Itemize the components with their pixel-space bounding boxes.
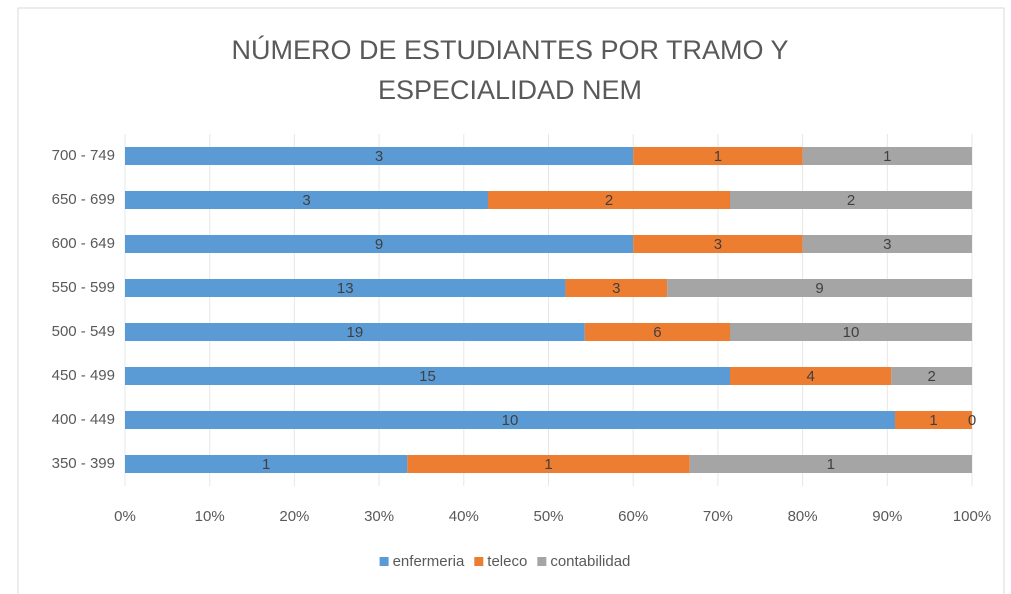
x-tick-label: 70% <box>703 508 733 525</box>
x-tick-label: 50% <box>533 508 563 525</box>
data-label: 3 <box>302 192 310 209</box>
data-label: 0 <box>968 412 976 429</box>
data-label: 9 <box>815 280 823 297</box>
x-tick-label: 90% <box>872 508 902 525</box>
bar-segment <box>730 191 972 209</box>
data-label: 2 <box>847 192 855 209</box>
bar-segment <box>689 455 972 473</box>
bar-segment <box>125 191 488 209</box>
legend-swatch <box>379 557 389 566</box>
x-tick-label: 80% <box>788 508 818 525</box>
bar-segment <box>891 367 972 385</box>
bar-segment <box>802 147 972 165</box>
chart-title: NÚMERO DE ESTUDIANTES POR TRAMO Y ESPECI… <box>231 35 789 105</box>
y-tick-label: 600 - 649 <box>52 235 115 252</box>
data-label: 1 <box>929 412 937 429</box>
chart-border <box>17 7 1005 594</box>
data-label: 15 <box>419 368 436 385</box>
bar-segment <box>125 323 585 341</box>
x-tick-label: 0% <box>114 508 136 525</box>
data-label: 19 <box>347 324 364 341</box>
data-label: 1 <box>714 148 722 165</box>
x-tick-label: 100% <box>953 508 991 525</box>
bar-segment <box>802 235 972 253</box>
y-tick-label: 500 - 549 <box>52 323 115 340</box>
data-label: 13 <box>337 280 354 297</box>
x-tick-label: 60% <box>618 508 648 525</box>
bar-segment <box>633 147 803 165</box>
bar-segment <box>667 279 972 297</box>
y-tick-label: 350 - 399 <box>52 455 115 472</box>
legend-label: contabilidad <box>550 553 630 570</box>
data-label: 3 <box>714 236 722 253</box>
x-tick-label: 10% <box>195 508 225 525</box>
data-label: 2 <box>605 192 613 209</box>
bar-segment <box>488 191 730 209</box>
bar-segment <box>125 367 730 385</box>
data-label: 2 <box>927 368 935 385</box>
bar-segment <box>730 367 892 385</box>
data-label: 6 <box>653 324 661 341</box>
data-label: 1 <box>827 456 835 473</box>
y-tick-label: 550 - 599 <box>52 279 115 296</box>
bar-segment <box>895 411 972 429</box>
y-tick-label: 400 - 449 <box>52 411 115 428</box>
x-tick-label: 40% <box>449 508 479 525</box>
bar-segment <box>565 279 668 297</box>
data-label: 3 <box>612 280 620 297</box>
bar-segment <box>125 411 895 429</box>
bar-segment <box>633 235 803 253</box>
x-tick-label: 30% <box>364 508 394 525</box>
data-label: 1 <box>262 456 270 473</box>
x-tick-label: 20% <box>279 508 309 525</box>
bar-segment <box>125 279 566 297</box>
data-label: 9 <box>375 236 383 253</box>
y-tick-label: 700 - 749 <box>52 147 115 164</box>
data-label: 1 <box>544 456 552 473</box>
bar-segment <box>125 455 408 473</box>
bar-segment <box>407 455 690 473</box>
y-tick-label: 650 - 699 <box>52 191 115 208</box>
data-label: 1 <box>883 148 891 165</box>
data-label: 3 <box>375 148 383 165</box>
bar-segment <box>125 147 634 165</box>
legend-swatch <box>474 557 484 566</box>
data-label: 4 <box>806 368 814 385</box>
data-label: 3 <box>883 236 891 253</box>
legend-label: teleco <box>487 553 527 570</box>
bar-segment <box>125 235 634 253</box>
bar-segment <box>730 323 972 341</box>
data-label: 10 <box>843 324 860 341</box>
legend-label: enfermeria <box>393 553 465 570</box>
y-tick-label: 450 - 499 <box>52 367 115 384</box>
data-label: 10 <box>502 412 519 429</box>
bar-segment <box>584 323 730 341</box>
legend-swatch <box>537 557 547 566</box>
